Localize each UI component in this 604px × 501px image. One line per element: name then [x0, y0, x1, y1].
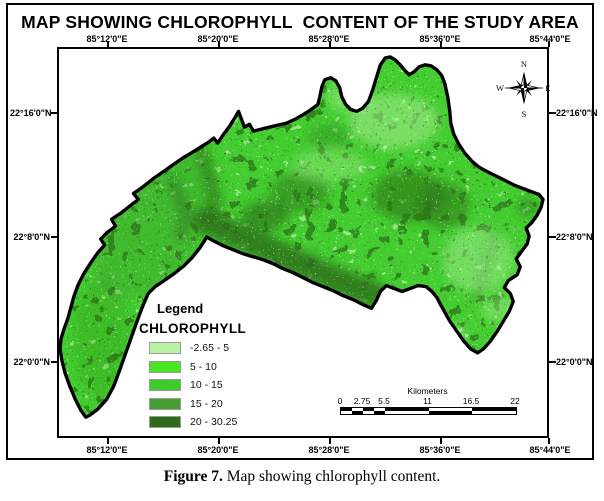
compass-small-points [516, 80, 532, 96]
legend-item: 5 - 10 [149, 360, 289, 373]
tick-mark [548, 438, 550, 444]
tick-mark [549, 236, 556, 238]
axis-label-right: 22°16'0"N [556, 108, 598, 118]
tick-mark [218, 438, 220, 444]
scale-bar-tick: 0 [337, 396, 343, 406]
legend-item-label: -2.65 - 5 [190, 342, 230, 354]
legend-title: Legend [157, 301, 204, 316]
tick-mark [107, 41, 109, 47]
axis-label-top: 85°20'0"E [197, 34, 239, 44]
scale-bar-tick: 22 [510, 396, 520, 406]
map-legend: Legend CHLOROPHYLL -2.65 - 5 5 - 10 10 -… [139, 301, 289, 435]
map-title: MAP SHOWING CHLOROPHYLL CONTENT OF THE S… [21, 12, 579, 32]
legend-swatch [149, 397, 181, 410]
scale-bar-tick: 16.5 [462, 396, 480, 406]
tick-mark [51, 236, 58, 238]
legend-heading: CHLOROPHYLL [139, 321, 247, 336]
axis-label-left: 22°8'0"N [13, 232, 50, 242]
axis-label-left: 22°0'0"N [13, 357, 50, 367]
axis-label-bottom: 85°12'0"E [86, 445, 128, 455]
legend-swatch [149, 360, 181, 373]
tick-mark [549, 112, 556, 114]
legend-swatch [149, 379, 181, 391]
compass-west-label: W [496, 83, 504, 93]
tick-mark [51, 112, 58, 114]
scale-bar-tick: 2.75 [353, 396, 371, 406]
scale-bar-unit: Kilometers [407, 386, 448, 396]
legend-swatch [149, 416, 181, 428]
tick-mark [218, 41, 220, 47]
caption-label: Figure 7. [163, 468, 223, 485]
study-area-map [59, 55, 545, 419]
tick-mark [329, 41, 331, 47]
legend-item: 15 - 20 [149, 397, 289, 410]
axis-label-right: 22°0'0"N [556, 357, 593, 367]
axis-label-top: 85°36'0"E [419, 34, 461, 44]
tick-mark [548, 41, 550, 47]
tick-mark [440, 41, 442, 47]
scale-bar-graphic [340, 407, 517, 415]
legend-item: 20 - 30.25 [149, 416, 289, 428]
axis-label-top: 85°12'0"E [86, 34, 128, 44]
legend-swatch [149, 342, 181, 354]
tick-mark [440, 438, 442, 444]
axis-label-bottom: 85°28'0"E [308, 445, 350, 455]
legend-item-label: 20 - 30.25 [190, 416, 238, 428]
compass-star [508, 72, 540, 104]
tick-mark [107, 438, 109, 444]
tick-mark [51, 361, 58, 363]
tick-mark [549, 361, 556, 363]
legend-item-label: 10 - 15 [190, 379, 223, 391]
axis-label-bottom: 85°20'0"E [197, 445, 239, 455]
legend-rows: -2.65 - 5 5 - 10 10 - 15 15 - 20 [139, 342, 289, 428]
axis-label-left: 22°16'0"N [10, 108, 52, 118]
compass-north-label: N [521, 59, 527, 69]
axis-label-bottom: 85°36'0"E [419, 445, 461, 455]
legend-item-label: 5 - 10 [190, 360, 217, 373]
scale-bar-tick: 11 [423, 396, 432, 406]
legend-item: 10 - 15 [149, 379, 289, 391]
legend-item-label: 15 - 20 [190, 397, 223, 410]
axis-label-right: 22°8'0"N [556, 232, 593, 242]
compass-south-label: S [522, 109, 527, 119]
caption-text: Map showing chlorophyll content. [222, 468, 441, 485]
compass-east-label: E [545, 83, 550, 93]
axis-label-bottom: 85°44'0"E [529, 445, 571, 455]
map-frame: Legend CHLOROPHYLL -2.65 - 5 5 - 10 10 -… [57, 47, 551, 438]
figure-caption: Figure 7. Map showing chlorophyll conten… [0, 468, 604, 486]
compass-rose: N E S W [496, 59, 551, 119]
map-figure-border: MAP SHOWING CHLOROPHYLL CONTENT OF THE S… [6, 3, 598, 460]
legend-item: -2.65 - 5 [149, 342, 289, 354]
tick-mark [329, 438, 331, 444]
axis-label-top: 85°44'0"E [529, 34, 571, 44]
axis-label-top: 85°28'0"E [308, 34, 350, 44]
scale-bar-tick: 5.5 [378, 396, 390, 406]
